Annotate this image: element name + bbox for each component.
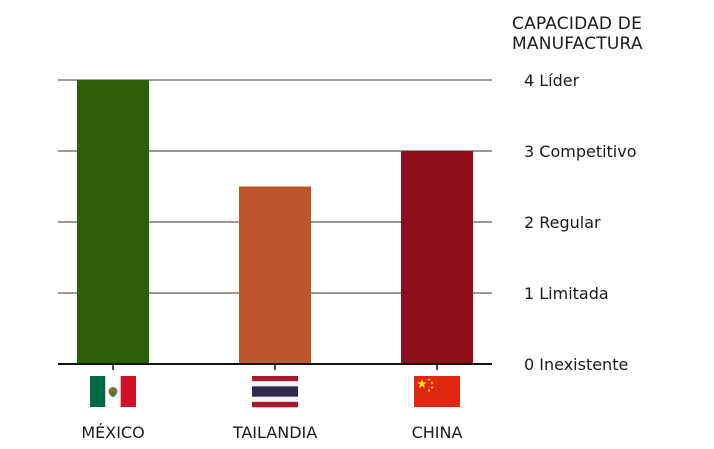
bars: [77, 80, 473, 364]
thailand-flag-icon: [252, 376, 298, 408]
chart-title-line-1: CAPACIDAD DE: [512, 14, 643, 34]
flag-stripe: [252, 396, 298, 403]
flag-stripe: [252, 391, 298, 397]
flags: [90, 376, 460, 408]
flag-field: [414, 376, 460, 407]
y-tick-label: 4 Líder: [524, 71, 580, 90]
bar-méxico: [77, 80, 149, 364]
star: [417, 379, 427, 389]
y-tick-label: 2 Regular: [524, 213, 601, 232]
x-tick-label-tailandia: TAILANDIA: [232, 423, 317, 442]
star: [430, 381, 434, 385]
flag-stripe: [90, 376, 106, 407]
star: [427, 388, 431, 392]
y-tick-label: 0 Inexistente: [524, 355, 628, 374]
flag-stripe: [252, 386, 298, 392]
flag-stripe: [252, 376, 298, 382]
flag-stripe: [252, 381, 298, 387]
x-tick-labels: MÉXICO TAILANDIA CHINA: [81, 423, 462, 442]
x-axis: [58, 363, 492, 370]
y-tick-label: 3 Competitivo: [524, 142, 637, 161]
x-tick-label-méxico: MÉXICO: [81, 423, 144, 442]
chart-title-line-2: MANUFACTURA: [512, 34, 643, 54]
bar-china: [401, 151, 473, 364]
chart-title: CAPACIDAD DE MANUFACTURA: [512, 14, 702, 54]
coat-of-arms-detail: [110, 392, 116, 397]
y-tick-labels: 0 Inexistente 1 Limitada 2 Regular 3 Compet…: [524, 71, 637, 374]
y-tick-label: 1 Limitada: [524, 284, 609, 303]
star: [427, 377, 431, 381]
x-tick-label-china: CHINA: [412, 423, 463, 442]
china-flag-icon: [414, 376, 460, 407]
bar-tailandia: [239, 186, 311, 364]
flag-stripe: [252, 401, 298, 408]
star: [430, 385, 434, 389]
mexico-flag-icon: [90, 376, 136, 407]
flag-stripe: [120, 376, 136, 407]
